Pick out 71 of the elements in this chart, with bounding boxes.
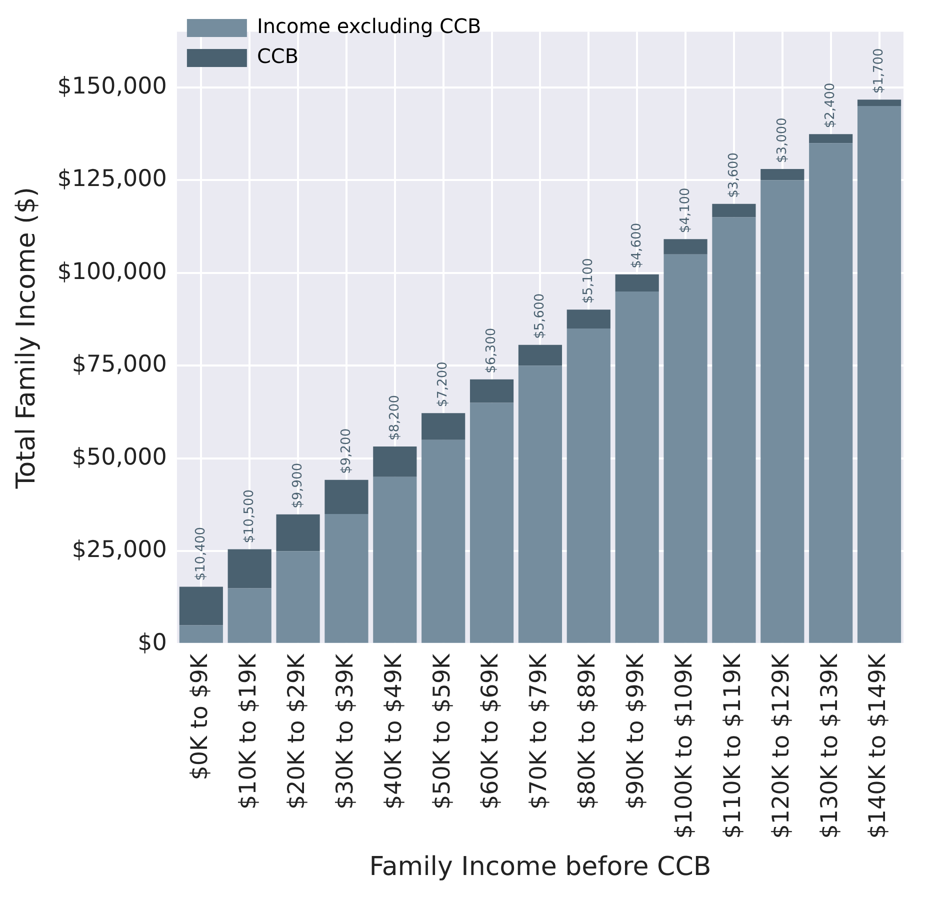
x-tick-label: $100K to $109K xyxy=(671,652,698,839)
bar xyxy=(518,366,562,643)
bar xyxy=(228,549,272,588)
bar xyxy=(712,204,756,218)
x-tick-label: $50K to $59K xyxy=(429,652,456,810)
data-label: $5,600 xyxy=(532,293,548,339)
bar xyxy=(276,514,320,552)
y-tick-label: $25,000 xyxy=(72,537,167,564)
data-label: $9,200 xyxy=(338,428,354,474)
bar xyxy=(324,480,368,514)
y-tick-label: $125,000 xyxy=(57,166,167,192)
bar xyxy=(422,440,466,643)
bar xyxy=(615,291,659,643)
bar xyxy=(809,134,853,144)
bar xyxy=(373,476,417,643)
bar xyxy=(324,514,368,643)
bar xyxy=(179,625,223,643)
bar xyxy=(518,344,562,366)
data-label: $4,600 xyxy=(629,222,644,268)
x-tick-label: $20K to $29K xyxy=(284,652,310,810)
data-label: $9,900 xyxy=(290,462,306,508)
data-label: $3,000 xyxy=(774,118,790,164)
data-label: $1,700 xyxy=(872,48,887,94)
x-tick-label: $120K to $129K xyxy=(768,652,794,839)
bar xyxy=(615,274,659,292)
x-tick-label: $70K to $79K xyxy=(526,652,552,810)
bar xyxy=(566,328,610,643)
x-axis-title: Family Income before CCB xyxy=(369,852,712,882)
bar xyxy=(712,217,756,643)
data-label: $6,300 xyxy=(484,328,500,374)
data-label: $8,200 xyxy=(387,395,402,441)
data-label: $2,400 xyxy=(823,82,838,128)
data-label: $4,100 xyxy=(678,188,693,234)
bar xyxy=(857,100,902,106)
bar xyxy=(228,588,272,643)
x-tick-label: $40K to $49K xyxy=(380,652,407,810)
bar xyxy=(373,446,417,477)
x-tick-label: $30K to $39K xyxy=(332,652,358,810)
bar xyxy=(857,106,902,643)
x-tick-label: $90K to $99K xyxy=(623,652,650,810)
bar xyxy=(760,169,804,180)
bar xyxy=(664,239,708,254)
y-tick-label: $50,000 xyxy=(72,444,167,470)
legend-label: Income excluding CCB xyxy=(256,14,482,38)
bar xyxy=(422,413,466,440)
y-tick-label: $100,000 xyxy=(57,258,167,285)
bar xyxy=(470,379,514,403)
x-tick-label: $110K to $119K xyxy=(720,652,746,839)
bar xyxy=(276,551,320,643)
bar xyxy=(470,402,514,643)
x-tick-label: $130K to $139K xyxy=(816,652,843,839)
y-axis-title: Total Family Income ($) xyxy=(11,186,42,490)
data-label: $10,500 xyxy=(242,490,257,544)
x-tick-label: $0K to $9K xyxy=(187,652,214,780)
x-tick-label: $10K to $19K xyxy=(236,652,262,810)
data-label: $5,100 xyxy=(581,258,596,304)
data-label: $10,400 xyxy=(194,526,209,581)
x-tick-label: $80K to $89K xyxy=(574,652,601,810)
bar xyxy=(179,586,223,626)
bar xyxy=(664,254,708,643)
bar xyxy=(566,310,610,329)
legend-label: CCB xyxy=(256,44,299,68)
x-tick-label: $140K to $149K xyxy=(865,652,892,839)
bar xyxy=(809,143,853,643)
data-label: $7,200 xyxy=(436,362,451,408)
y-tick-label: $150,000 xyxy=(57,73,167,100)
y-tick-label: $75,000 xyxy=(72,352,167,378)
bar xyxy=(760,180,804,643)
data-label: $3,600 xyxy=(726,152,742,198)
x-tick-label: $60K to $69K xyxy=(478,652,504,810)
y-tick-label: $0 xyxy=(138,630,167,656)
